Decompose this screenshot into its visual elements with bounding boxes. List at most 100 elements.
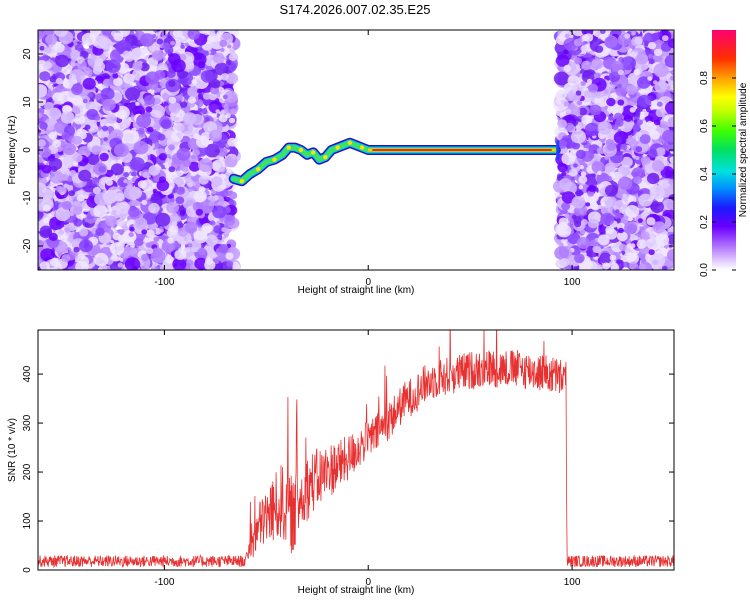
noise-blob [101, 125, 109, 132]
noise-blob [38, 191, 45, 201]
noise-blob [228, 117, 236, 124]
noise-blob [215, 265, 222, 270]
noise-blob [141, 253, 149, 262]
noise-blob [87, 153, 100, 166]
noise-blob [208, 100, 223, 114]
noise-blob [112, 232, 122, 241]
noise-blob [82, 77, 96, 90]
noise-blob [192, 148, 201, 157]
noise-blob [124, 257, 141, 270]
noise-blob [96, 75, 103, 82]
noise-blob [170, 130, 183, 142]
noise-blob [170, 40, 176, 46]
noise-blob [99, 152, 109, 162]
noise-blob [168, 166, 176, 173]
noise-blob [112, 73, 119, 79]
noise-blob [48, 232, 58, 241]
noise-blob [42, 204, 52, 212]
noise-blob [106, 114, 117, 124]
noise-blob [71, 84, 83, 96]
noise-blob [73, 218, 83, 227]
noise-blob [156, 179, 170, 192]
noise-blob [215, 109, 220, 114]
noise-blob [220, 73, 229, 81]
noise-blob [39, 261, 50, 270]
noise-blob [175, 216, 182, 222]
noise-blob [162, 42, 171, 50]
noise-blob [188, 96, 196, 104]
noise-blob [208, 201, 215, 207]
noise-blob [68, 237, 74, 243]
noise-blob [146, 229, 155, 238]
noise-blob [39, 71, 51, 82]
noise-blob [60, 174, 69, 181]
noise-blob [225, 59, 232, 66]
noise-blob [180, 101, 188, 108]
noise-blob [211, 176, 223, 187]
noise-blob [198, 158, 213, 172]
noise-blob [180, 122, 194, 135]
noise-blob [196, 88, 203, 94]
noise-blob [154, 70, 166, 80]
noise-blob [151, 192, 161, 202]
noise-blob [228, 53, 238, 61]
noise-blob [82, 98, 88, 104]
noise-blob [103, 137, 108, 142]
noise-blob [117, 262, 124, 268]
noise-blob [151, 50, 164, 61]
noise-blob [200, 70, 215, 83]
noise-blob [151, 247, 163, 258]
noise-blob [219, 39, 228, 48]
noise-blob [158, 153, 167, 161]
noise-blob [72, 153, 83, 163]
noise-blob [79, 228, 89, 237]
noise-blob [94, 115, 101, 121]
noise-blob [157, 133, 166, 141]
noise-blob [155, 212, 171, 227]
chart-title: S174.2026.007.02.35.E25 [279, 2, 430, 17]
noise-blob [168, 102, 181, 114]
noise-blob [55, 77, 63, 85]
noise-blob [93, 252, 109, 267]
noise-blob [149, 104, 165, 119]
noise-blob [171, 220, 178, 227]
noise-blob [212, 205, 227, 219]
noise-blob [72, 206, 83, 215]
noise-blob [71, 135, 83, 145]
noise-blob [197, 247, 206, 255]
noise-blob [147, 126, 154, 133]
noise-blob [187, 243, 193, 248]
noise-blob [145, 106, 153, 113]
noise-blob [176, 147, 191, 161]
noise-blob [207, 35, 215, 43]
noise-blob [171, 59, 186, 73]
noise-blob [78, 169, 92, 182]
noise-blob [54, 43, 65, 53]
noise-blob [78, 239, 93, 253]
noise-blob [74, 44, 84, 52]
noise-blob [38, 139, 46, 147]
noise-blob [151, 33, 157, 39]
noise-blob [153, 97, 161, 105]
noise-blob [43, 61, 52, 70]
noise-blob [110, 163, 124, 176]
noise-blob [54, 30, 68, 37]
noise-blob [160, 119, 172, 130]
noise-blob [64, 227, 71, 233]
noise-blob [226, 260, 234, 268]
noise-blob [58, 229, 65, 235]
noise-blob [39, 147, 52, 158]
noise-blob [205, 257, 213, 265]
noise-blob [167, 193, 174, 199]
noise-blob [87, 92, 94, 98]
noise-blob [131, 171, 137, 177]
noise-blob [55, 185, 63, 193]
noise-blob [190, 114, 204, 126]
noise-blob [126, 179, 133, 186]
noise-blob [123, 118, 132, 126]
noise-blob [168, 80, 176, 87]
noise-blob [69, 170, 77, 177]
noise-blob [62, 142, 77, 155]
noise-blob [175, 186, 186, 195]
noise-blob [185, 265, 191, 270]
